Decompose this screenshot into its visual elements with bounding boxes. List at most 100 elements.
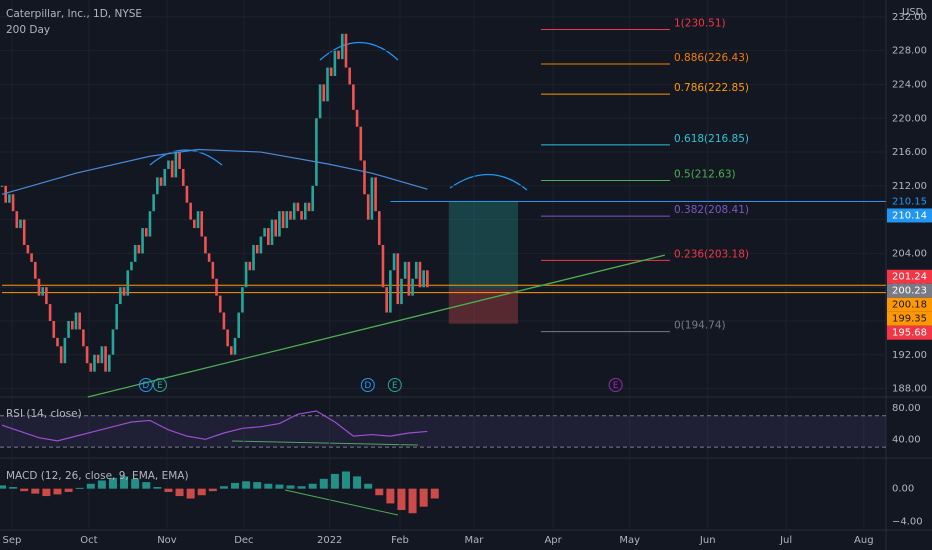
candle [93,354,96,372]
candle [296,202,300,212]
candle [418,261,422,288]
event-label: E [613,381,619,391]
candle [178,152,181,169]
price-badge [887,283,932,298]
candle [33,261,37,279]
event-label: D [364,381,371,391]
candle [196,211,200,229]
candle [48,304,52,321]
candle [148,211,152,237]
candle [200,211,204,237]
candle [407,261,411,296]
macd-histogram-bar [9,487,18,489]
x-tick-label: Aug [854,535,874,546]
macd-histogram-bar [186,488,195,499]
price-badge [887,297,932,312]
candle [41,287,44,296]
candle [74,312,78,330]
candle [363,160,366,195]
pattern-arcs [149,41,528,191]
candle [104,346,107,372]
price-badge-label: 200.23 [892,286,927,297]
candle [22,219,26,245]
macd-histogram-bar [308,483,317,489]
y-tick-label: 188.00 [892,384,927,395]
candle [52,320,56,338]
candle [78,312,81,330]
x-tick-label: Oct [80,535,97,546]
event-label: D [142,381,149,391]
event-badge [138,378,153,392]
candle [189,202,192,220]
price-badge-label: 200.18 [892,300,927,311]
candle [207,253,211,262]
price-badge [887,311,932,326]
macd-histogram-bar [86,483,95,489]
candle [67,320,70,338]
event-badge [387,378,402,392]
candle [163,168,167,186]
candle [82,329,85,347]
candle [137,244,141,254]
candle [30,253,33,262]
candle [111,329,115,355]
candle [411,278,414,296]
macd-histogram-bar [31,488,40,494]
candle [333,50,337,77]
y-tick-label: 216.00 [892,147,927,158]
candle [340,33,344,60]
y-tick-label: 232.00 [892,12,927,23]
candle [303,202,307,220]
candle [289,211,292,220]
macd-histogram-bar [297,486,306,489]
candle [115,304,118,330]
macd-histogram-bar [97,480,106,489]
macd-histogram-bar [153,487,162,489]
rsi-title: RSI (14, close) [6,408,82,420]
macd-histogram-bar [75,487,84,489]
candle [185,185,189,203]
price-badge-label: 201.24 [892,272,927,283]
candle [45,287,48,305]
candle [218,295,222,313]
candle [370,177,374,220]
candle [70,320,74,330]
candle [130,261,133,271]
macd-histogram-bar [386,488,395,504]
candle [403,261,407,279]
candle [241,287,244,313]
candle [181,168,185,186]
candle [374,177,377,212]
macd-histogram-bar [108,478,117,489]
candle [4,185,7,203]
candle [337,50,340,60]
y-tick-label: 212.00 [892,181,927,192]
candle [381,244,385,288]
x-tick-label: Apr [544,535,562,546]
event-badge [152,378,167,392]
moving-average [1,148,428,195]
rsi-tick-label: 40.00 [892,434,921,445]
candle [193,219,196,229]
candle [255,244,259,254]
price-badge [887,194,932,209]
candle [270,219,274,245]
candle [56,337,59,347]
candle [11,194,15,212]
event-badge [360,378,375,392]
candle [15,211,19,229]
candle [141,228,144,254]
candle [400,278,403,305]
candle [377,211,381,245]
candle [233,337,237,355]
candle [133,244,137,262]
candle [348,67,351,85]
currency: USD [902,7,924,18]
candle [274,219,278,237]
fib-label: 0(194.74) [674,320,726,332]
candle [144,228,148,237]
candle [170,160,174,178]
price-badge-label: 210.15 [892,196,927,207]
y-tick-label: 220.00 [892,113,927,124]
candle [281,211,285,229]
